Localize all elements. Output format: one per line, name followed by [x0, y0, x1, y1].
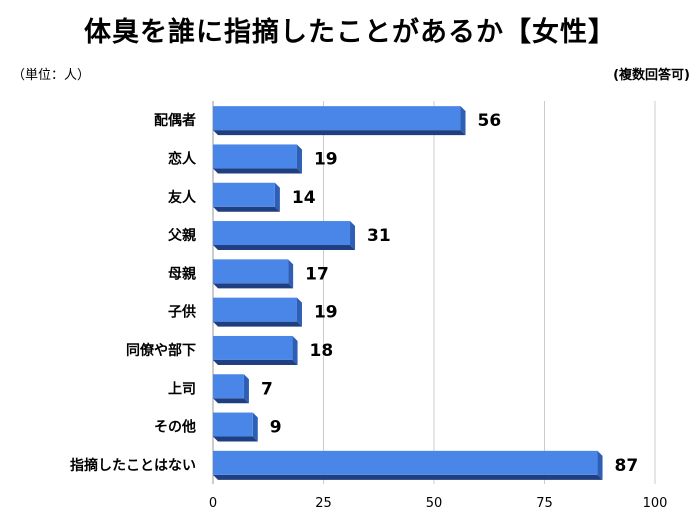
bar-side-9	[597, 450, 603, 480]
bar-7	[213, 374, 244, 399]
bar-9	[213, 450, 598, 475]
value-label-6: 18	[310, 341, 334, 361]
bar-8	[213, 412, 253, 437]
x-tick-label-0: 0	[209, 496, 217, 511]
bar-bottom-8	[213, 436, 258, 442]
bar-bottom-0	[213, 130, 466, 136]
bar-2	[213, 182, 275, 207]
bar-side-4	[288, 259, 294, 289]
value-label-1: 19	[314, 149, 338, 169]
bar-bottom-9	[213, 474, 603, 480]
x-tick-label-75: 75	[536, 496, 553, 511]
value-label-9: 87	[615, 456, 639, 476]
bar-5	[213, 297, 297, 322]
category-label-3: 父親	[167, 227, 196, 244]
bar-side-1	[296, 144, 302, 174]
bar-bottom-4	[213, 283, 294, 289]
bar-bottom-6	[213, 359, 298, 365]
multiple-answers-note: (複数回答可)	[613, 68, 690, 83]
bar-bottom-2	[213, 206, 280, 212]
value-label-5: 19	[314, 303, 338, 323]
value-label-7: 7	[261, 379, 273, 399]
bar-bottom-3	[213, 245, 356, 251]
value-label-8: 9	[270, 418, 282, 438]
bar-side-0	[460, 106, 466, 136]
bar-bottom-1	[213, 168, 302, 174]
bar-4	[213, 259, 289, 284]
category-label-5: 子供	[168, 304, 196, 321]
bar-3	[213, 221, 351, 246]
value-label-0: 56	[478, 111, 502, 131]
bar-side-8	[252, 412, 258, 442]
unit-label: （単位：人）	[12, 68, 91, 83]
bar-side-7	[243, 374, 249, 404]
value-label-2: 14	[292, 188, 316, 208]
x-tick-label-50: 50	[426, 496, 443, 511]
bar-0	[213, 106, 461, 131]
bar-side-5	[296, 297, 302, 327]
bar-1	[213, 144, 297, 169]
chart-title: 体臭を誰に指摘したことがあるか【女性】	[84, 17, 616, 48]
bar-side-3	[350, 221, 356, 251]
category-label-4: 母親	[168, 265, 196, 282]
category-label-0: 配偶者	[154, 112, 196, 129]
bar-side-2	[274, 182, 280, 212]
category-label-9: 指摘したことはない	[70, 457, 196, 474]
value-label-4: 17	[305, 264, 329, 284]
category-label-6: 同僚や部下	[126, 342, 196, 359]
value-label-3: 31	[367, 226, 391, 246]
bar-side-6	[292, 335, 298, 365]
x-tick-label-100: 100	[643, 496, 668, 511]
bar-6	[213, 335, 293, 360]
category-label-1: 恋人	[168, 150, 197, 167]
category-label-8: その他	[154, 419, 196, 436]
bar-bottom-5	[213, 321, 302, 327]
category-label-7: 上司	[168, 381, 196, 397]
category-label-2: 友人	[168, 189, 197, 206]
x-tick-label-25: 25	[315, 496, 332, 511]
bar-bottom-7	[213, 398, 249, 404]
